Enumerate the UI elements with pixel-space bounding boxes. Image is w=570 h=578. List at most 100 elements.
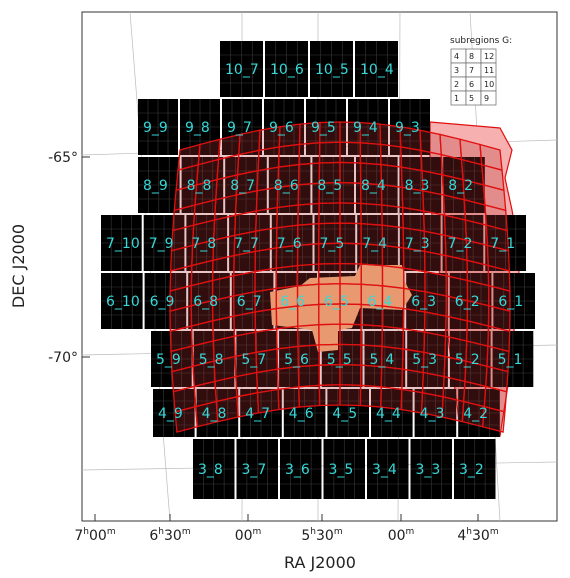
- x-axis-ticks: 7h00m 6h30m 00m 5h30m 00m 4h30m: [74, 514, 499, 544]
- survey-cell: [360, 202, 383, 226]
- tile-label: 3_5: [329, 462, 354, 478]
- legend-number: 6: [469, 80, 474, 89]
- survey-cell: [297, 323, 320, 348]
- survey-cell: [277, 143, 301, 168]
- tile-label: 7_6: [277, 236, 302, 252]
- tile-label: 3_8: [198, 462, 223, 478]
- legend-number: 3: [454, 66, 459, 75]
- tile-label: 8_5: [317, 178, 342, 194]
- tile-label: 8_3: [405, 178, 430, 194]
- tile-label: 7_8: [191, 236, 216, 252]
- survey-cell: [275, 325, 299, 350]
- survey-cell: [441, 396, 465, 423]
- tile-label: 6_1: [498, 294, 523, 310]
- tile-label: 7_10: [106, 236, 140, 252]
- tile-label: 9_5: [311, 120, 336, 136]
- tile-label: 8_2: [448, 178, 473, 194]
- survey-cell: [318, 384, 341, 407]
- tile-label: 6_5: [324, 294, 349, 310]
- tile-label: 6_3: [411, 294, 436, 310]
- tile-label: 8_8: [187, 178, 212, 194]
- tile-label: 6_2: [455, 294, 480, 310]
- tile-label: 3_7: [242, 462, 267, 478]
- survey-cell: [381, 325, 405, 350]
- legend-number: 7: [469, 66, 474, 75]
- survey-cell: [339, 141, 362, 164]
- legend-title: subregions G:: [450, 36, 512, 46]
- tile-label: 9_8: [185, 120, 210, 136]
- tile-label: 9_3: [395, 120, 420, 136]
- survey-cell: [297, 202, 320, 226]
- survey-cell: [318, 202, 341, 225]
- tile-label: 5_2: [455, 352, 480, 368]
- survey-cell: [401, 368, 424, 394]
- tile-label: 9_4: [353, 120, 378, 136]
- tile-label: 4_4: [376, 406, 401, 422]
- tile-label: 7_5: [320, 236, 345, 252]
- survey-cell: [381, 204, 404, 229]
- tile-label: 8_4: [361, 178, 386, 194]
- legend-number: 9: [484, 94, 489, 103]
- tile-label: 6_10: [106, 294, 140, 310]
- tile-label: 4_6: [289, 406, 314, 422]
- survey-cell: [297, 162, 321, 186]
- legend-cell: [480, 90, 497, 106]
- tile-grid: [101, 41, 535, 499]
- survey-cell: [254, 327, 278, 354]
- y-tick-label: -70°: [48, 350, 78, 366]
- legend-number: 10: [484, 80, 494, 89]
- survey-cell: [402, 307, 426, 333]
- survey-cell: [297, 182, 320, 206]
- legend-number: 1: [454, 94, 459, 103]
- survey-cell: [275, 264, 299, 290]
- survey-cell: [339, 262, 362, 285]
- x-tick-label: 00m: [235, 527, 262, 544]
- tile-label: 7_7: [234, 236, 259, 252]
- legend: subregions G: 4 8 12 3 7 11 2 6 10 1 5 9: [450, 36, 512, 106]
- legend-number: 12: [484, 52, 494, 61]
- tile-label: 4_8: [202, 406, 227, 422]
- legend-number: 4: [454, 52, 459, 61]
- x-tick-label: 6h30m: [149, 527, 190, 544]
- tile-label: 3_2: [459, 462, 484, 478]
- survey-cell: [339, 202, 362, 225]
- tile-labels: 10_7 10_6 10_5 10_4 9_9 9_8 9_7 9_6 9_5 9_4 9_3 8_9…: [106, 62, 523, 478]
- tile-label: 8_7: [230, 178, 255, 194]
- survey-cell: [276, 204, 299, 229]
- tile-label: 6_6: [280, 294, 305, 310]
- survey-cell: [256, 368, 279, 394]
- survey-cell: [318, 262, 341, 285]
- tile-label: 6_8: [193, 294, 218, 310]
- tile-label: 9_6: [269, 120, 294, 136]
- survey-cell: [298, 142, 321, 166]
- legend-number: 5: [469, 94, 474, 103]
- tile-label: 7_2: [448, 236, 473, 252]
- tile-label: 5_5: [327, 352, 352, 368]
- x-tick-label: 00m: [388, 527, 415, 544]
- survey-cell: [254, 307, 278, 333]
- survey-cell: [482, 405, 506, 433]
- tile-label: 5_3: [412, 352, 437, 368]
- survey-cell: [380, 365, 404, 391]
- tile-label: 10_5: [315, 62, 349, 78]
- survey-overlay: [169, 121, 511, 433]
- tile-label: 4_9: [158, 406, 183, 422]
- tile-label: 6_4: [368, 294, 393, 310]
- tile-label: 9_7: [227, 120, 252, 136]
- tile-label: 5_4: [370, 352, 395, 368]
- y-axis-ticks: -65° -70°: [48, 150, 90, 366]
- tile-label: 7_4: [362, 236, 387, 252]
- x-tick-label: 4h30m: [457, 527, 498, 544]
- survey-cell: [359, 384, 382, 408]
- tile-label: 4_5: [332, 406, 357, 422]
- y-tick-label: -65°: [48, 150, 78, 166]
- survey-cell: [296, 263, 320, 287]
- tile-label: 7_9: [149, 236, 174, 252]
- legend-number: 8: [469, 52, 474, 61]
- survey-cell: [360, 323, 383, 348]
- y-axis-label: DEC J2000: [9, 224, 28, 308]
- survey-cell: [339, 181, 362, 205]
- tile-label: 7_1: [490, 236, 515, 252]
- survey-cell: [339, 384, 362, 407]
- tile-label: 10_7: [225, 62, 259, 78]
